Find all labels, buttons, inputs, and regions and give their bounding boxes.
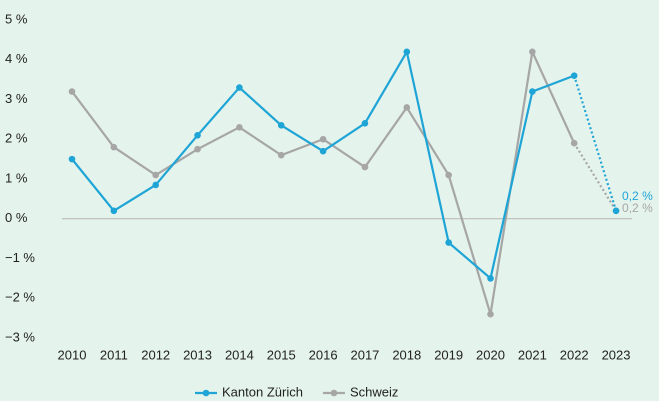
point: [361, 163, 369, 171]
series-line-dotted: [573, 142, 617, 212]
x-tick-label: 2023: [602, 347, 631, 362]
point: [361, 120, 369, 127]
point: [570, 139, 578, 147]
x-tick-label: 2010: [58, 347, 87, 362]
x-tick-label: 2021: [518, 347, 547, 362]
series-line: [71, 48, 575, 281]
point: [277, 122, 285, 129]
point: [570, 72, 578, 79]
x-tick-label: 2017: [350, 347, 379, 362]
y-tick-label: 4 %: [5, 51, 28, 66]
x-tick-label: 2022: [560, 347, 589, 362]
series-line: [71, 48, 576, 315]
y-tick-label: 3 %: [5, 91, 28, 106]
x-tick-label: 2015: [267, 347, 296, 362]
point: [403, 48, 411, 56]
point: [319, 135, 327, 143]
legend-label: Kanton Zürich: [222, 384, 303, 399]
x-tick-label: 2013: [183, 347, 212, 362]
y-tick-label: −3 %: [5, 329, 35, 344]
point: [529, 88, 536, 95]
point: [152, 181, 159, 189]
point: [194, 131, 201, 139]
x-tick-label: 2012: [141, 347, 170, 362]
point: [487, 310, 494, 318]
point: [194, 145, 201, 153]
point: [110, 143, 118, 151]
x-tick-label: 2011: [100, 347, 128, 362]
point: [487, 275, 494, 282]
x-tick-label: 2019: [434, 347, 463, 362]
point: [236, 84, 243, 91]
y-tick-label: −1 %: [5, 250, 35, 265]
y-tick-label: 0 %: [5, 210, 28, 225]
point: [445, 171, 452, 179]
point: [445, 239, 452, 246]
y-tick-label: 1 %: [5, 170, 28, 185]
point: [152, 171, 159, 179]
series-line-dotted: [573, 75, 618, 212]
point: [110, 207, 118, 215]
value-label: 0,2 %: [622, 189, 653, 203]
x-tick-label: 2018: [392, 347, 421, 362]
point: [236, 124, 243, 131]
x-tick-label: 2014: [225, 347, 254, 362]
x-tick-label: 2016: [309, 347, 338, 362]
y-tick-label: −2 %: [5, 290, 35, 305]
legend-swatch-dot: [330, 389, 338, 397]
y-tick-label: 2 %: [5, 131, 28, 146]
point: [612, 207, 620, 215]
legend-label: Schweiz: [350, 384, 398, 399]
point: [403, 104, 411, 111]
y-tick-label: 5 %: [5, 11, 28, 26]
legend-swatch-dot: [202, 389, 210, 397]
point: [529, 48, 536, 56]
x-tick-label: 2020: [476, 347, 505, 362]
point: [319, 147, 327, 155]
value-label: 0,2 %: [622, 201, 653, 215]
point: [68, 88, 76, 95]
point: [68, 155, 76, 163]
point: [277, 151, 285, 159]
